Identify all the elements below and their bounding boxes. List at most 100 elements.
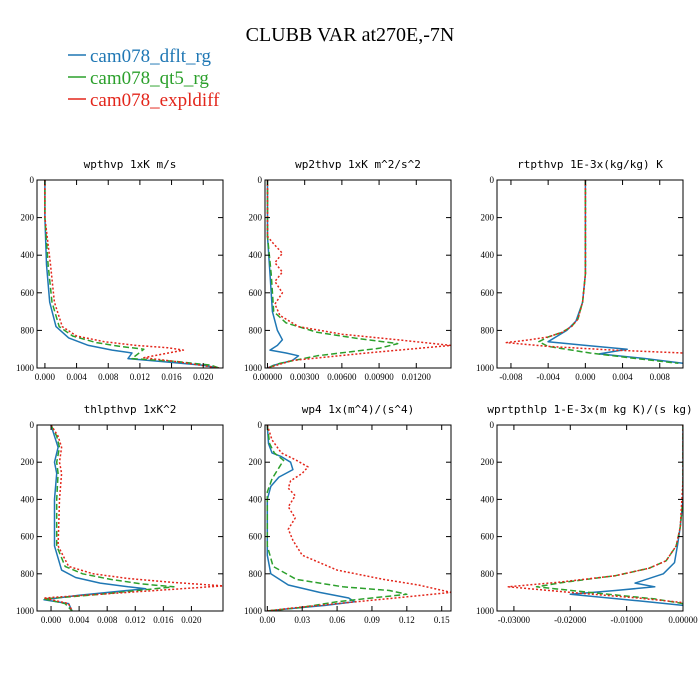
x-tick-label: 0.00 (259, 615, 275, 625)
y-tick-label: 0 (490, 175, 495, 185)
series-line-1 (44, 180, 220, 368)
plot-frame (496, 424, 684, 612)
x-tick-label: 0.06 (329, 615, 345, 625)
series-group (507, 425, 683, 607)
panel-title: wprtpthlp 1-E-3x(m kg K)/(s kg) (487, 403, 692, 416)
x-tick-label: 0.004 (69, 615, 90, 625)
figure-title: CLUBB VAR at270E,-7N (246, 24, 455, 46)
series-line-3 (44, 180, 220, 368)
x-tick-label: -0.008 (499, 372, 523, 382)
series-line-1 (266, 180, 300, 368)
chart-panel-4: thlpthvp 1xK^2 0 200 400 600 800 1000 0.000 0.00… (16, 403, 224, 625)
x-tick-label: 0.012 (130, 372, 150, 382)
chart-panel-2: wp2thvp 1xK m^2/s^2020040060080010000.00… (244, 158, 452, 382)
series-line-3 (266, 180, 451, 368)
x-tick-label: -0.02000 (554, 615, 587, 625)
x-tick-label: 0.01200 (402, 372, 432, 382)
series-group (44, 180, 220, 368)
x-tick-label: 0.020 (181, 615, 202, 625)
y-tick-label: 400 (21, 250, 35, 260)
x-tick-label: 0.012 (125, 615, 145, 625)
y-tick-label: 600 (21, 532, 35, 542)
y-tick-label: 0 (30, 175, 35, 185)
series-line-3 (43, 425, 223, 611)
y-tick-label: 200 (249, 213, 263, 223)
x-tick-label: 0.016 (161, 372, 182, 382)
y-tick-label: 400 (249, 250, 263, 260)
legend-label-1: cam078_dflt_rg (90, 46, 212, 67)
y-tick-label: 600 (249, 532, 263, 542)
x-tick-label: 0.008 (98, 372, 119, 382)
series-line-1 (547, 180, 683, 365)
y-tick-label: 800 (21, 325, 35, 335)
series-line-3 (505, 180, 683, 354)
x-tick-label: 0.00900 (364, 372, 394, 382)
series-line-2 (266, 425, 408, 611)
x-tick-label: 0.00000 (668, 615, 698, 625)
panel-title: wpthvp 1xK m/s (84, 158, 177, 171)
panel-title: rtpthvp 1E-3x(kg/kg) K (517, 158, 663, 171)
x-tick-label: 0.00300 (290, 372, 320, 382)
y-tick-label: 600 (481, 532, 495, 542)
chart-panel-3: rtpthvp 1E-3x(kg/kg) K02004006008001000-… (476, 158, 684, 382)
x-tick-label: 0.000 (41, 615, 62, 625)
series-line-2 (535, 425, 683, 605)
y-tick-label: 200 (21, 213, 35, 223)
x-tick-label: 0.000 (575, 372, 596, 382)
y-tick-label: 200 (21, 457, 35, 467)
y-tick-label: 800 (21, 569, 35, 579)
series-line-1 (266, 425, 356, 611)
y-tick-label: 0 (258, 175, 263, 185)
plot-frame (496, 179, 684, 369)
legend-label-3: cam078_expldiff (90, 90, 220, 111)
y-tick-label: 0 (490, 420, 495, 430)
y-tick-label: 400 (481, 250, 495, 260)
series-group (266, 425, 451, 611)
series-group (505, 180, 683, 365)
y-tick-label: 1000 (476, 363, 495, 373)
y-tick-label: 800 (249, 569, 263, 579)
y-tick-label: 1000 (476, 606, 495, 616)
y-tick-label: 400 (21, 494, 35, 504)
y-tick-label: 1000 (244, 363, 263, 373)
y-tick-label: 400 (249, 494, 263, 504)
y-tick-label: 200 (249, 457, 263, 467)
y-tick-label: 600 (21, 288, 35, 298)
plot-frame (264, 179, 452, 369)
y-tick-label: 1000 (16, 606, 35, 616)
panel-title: wp2thvp 1xK m^2/s^2 (295, 158, 421, 171)
plot-frame (36, 424, 224, 612)
series-line-3 (266, 425, 451, 611)
y-tick-label: 600 (481, 288, 495, 298)
y-tick-label: 400 (481, 494, 495, 504)
series-line-2 (538, 180, 679, 365)
x-tick-label: 0.00000 (253, 372, 283, 382)
series-group (43, 425, 223, 611)
legend-label-2: cam078_qt5_rg (90, 68, 209, 89)
x-tick-label: 0.016 (153, 615, 174, 625)
series-line-2 (266, 180, 399, 368)
x-tick-label: 0.09 (364, 615, 380, 625)
x-tick-label: 0.008 (650, 372, 671, 382)
x-tick-label: 0.15 (434, 615, 450, 625)
x-tick-label: -0.004 (537, 372, 561, 382)
plot-frame (36, 179, 224, 369)
y-tick-label: 800 (249, 325, 263, 335)
legend: cam078_dflt_rg cam078_qt5_rg cam078_expl… (68, 46, 220, 111)
panel-title: thlpthvp 1xK^2 (84, 403, 177, 416)
x-tick-label: -0.03000 (498, 615, 531, 625)
y-tick-label: 600 (249, 288, 263, 298)
x-tick-label: 0.03 (294, 615, 310, 625)
series-line-2 (43, 425, 175, 611)
y-tick-label: 0 (258, 420, 263, 430)
panel-title: wp4 1x(m^4)/(s^4) (302, 403, 415, 416)
x-tick-label: 0.020 (193, 372, 214, 382)
y-tick-label: 200 (481, 457, 495, 467)
x-tick-label: 0.00600 (327, 372, 357, 382)
y-tick-label: 1000 (244, 606, 263, 616)
x-tick-label: 0.004 (66, 372, 87, 382)
